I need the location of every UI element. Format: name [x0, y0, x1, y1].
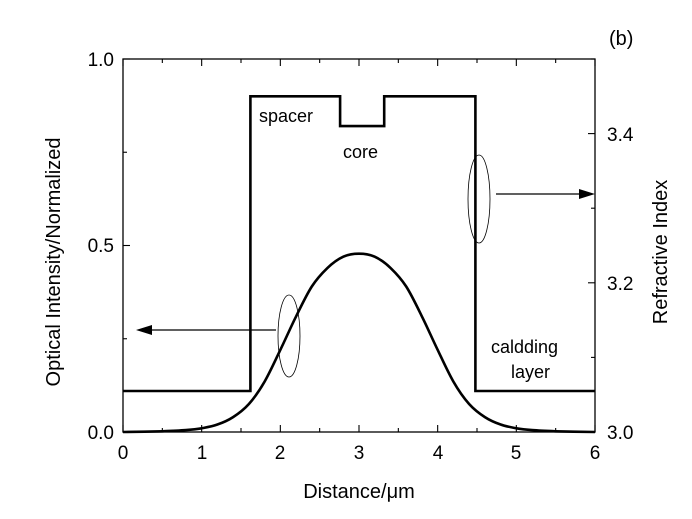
x-tick-label: 1 — [197, 443, 208, 464]
y-left-tick-label: 1.0 — [88, 50, 114, 71]
y-right-tick-label: 3.2 — [607, 274, 633, 295]
y-right-axis-title: Refractive Index — [650, 180, 672, 325]
y-left-axis-title: Optical Intensity/Normalized — [43, 138, 65, 387]
x-tick-label: 5 — [511, 443, 522, 464]
y-right-tick-labels: 3.0 3.2 3.4 — [607, 125, 634, 444]
panel-label: (b) — [609, 28, 633, 50]
y-left-tick-label: 0.0 — [88, 423, 114, 444]
y-left-tick-label: 0.5 — [88, 236, 114, 257]
annotation-core: core — [343, 142, 378, 162]
right-axis-arrow — [496, 189, 595, 199]
x-tick-labels: 0 1 2 3 4 5 6 — [118, 443, 601, 464]
left-axis-arrow — [136, 325, 276, 335]
y-right-tick-label: 3.0 — [607, 423, 633, 444]
y-right-tick-label: 3.4 — [607, 125, 634, 146]
annotation-cladding-line1: caldding — [491, 337, 558, 357]
refractive-index-line — [123, 95, 595, 393]
index-curve-marker-ellipse — [467, 154, 491, 244]
x-axis-title: Distance/μm — [303, 481, 415, 503]
x-tick-label: 3 — [354, 443, 365, 464]
tick-marks — [122, 58, 596, 433]
x-tick-label: 2 — [275, 443, 286, 464]
x-tick-label: 6 — [590, 443, 601, 464]
x-tick-label: 0 — [118, 443, 129, 464]
annotation-spacer: spacer — [259, 106, 313, 126]
x-tick-label: 4 — [433, 443, 444, 464]
optical-intensity-line — [122, 252, 596, 434]
intensity-curve-marker-ellipse — [277, 294, 301, 378]
annotation-cladding-line2: layer — [511, 362, 550, 382]
y-left-tick-labels: 0.0 0.5 1.0 — [88, 50, 114, 444]
